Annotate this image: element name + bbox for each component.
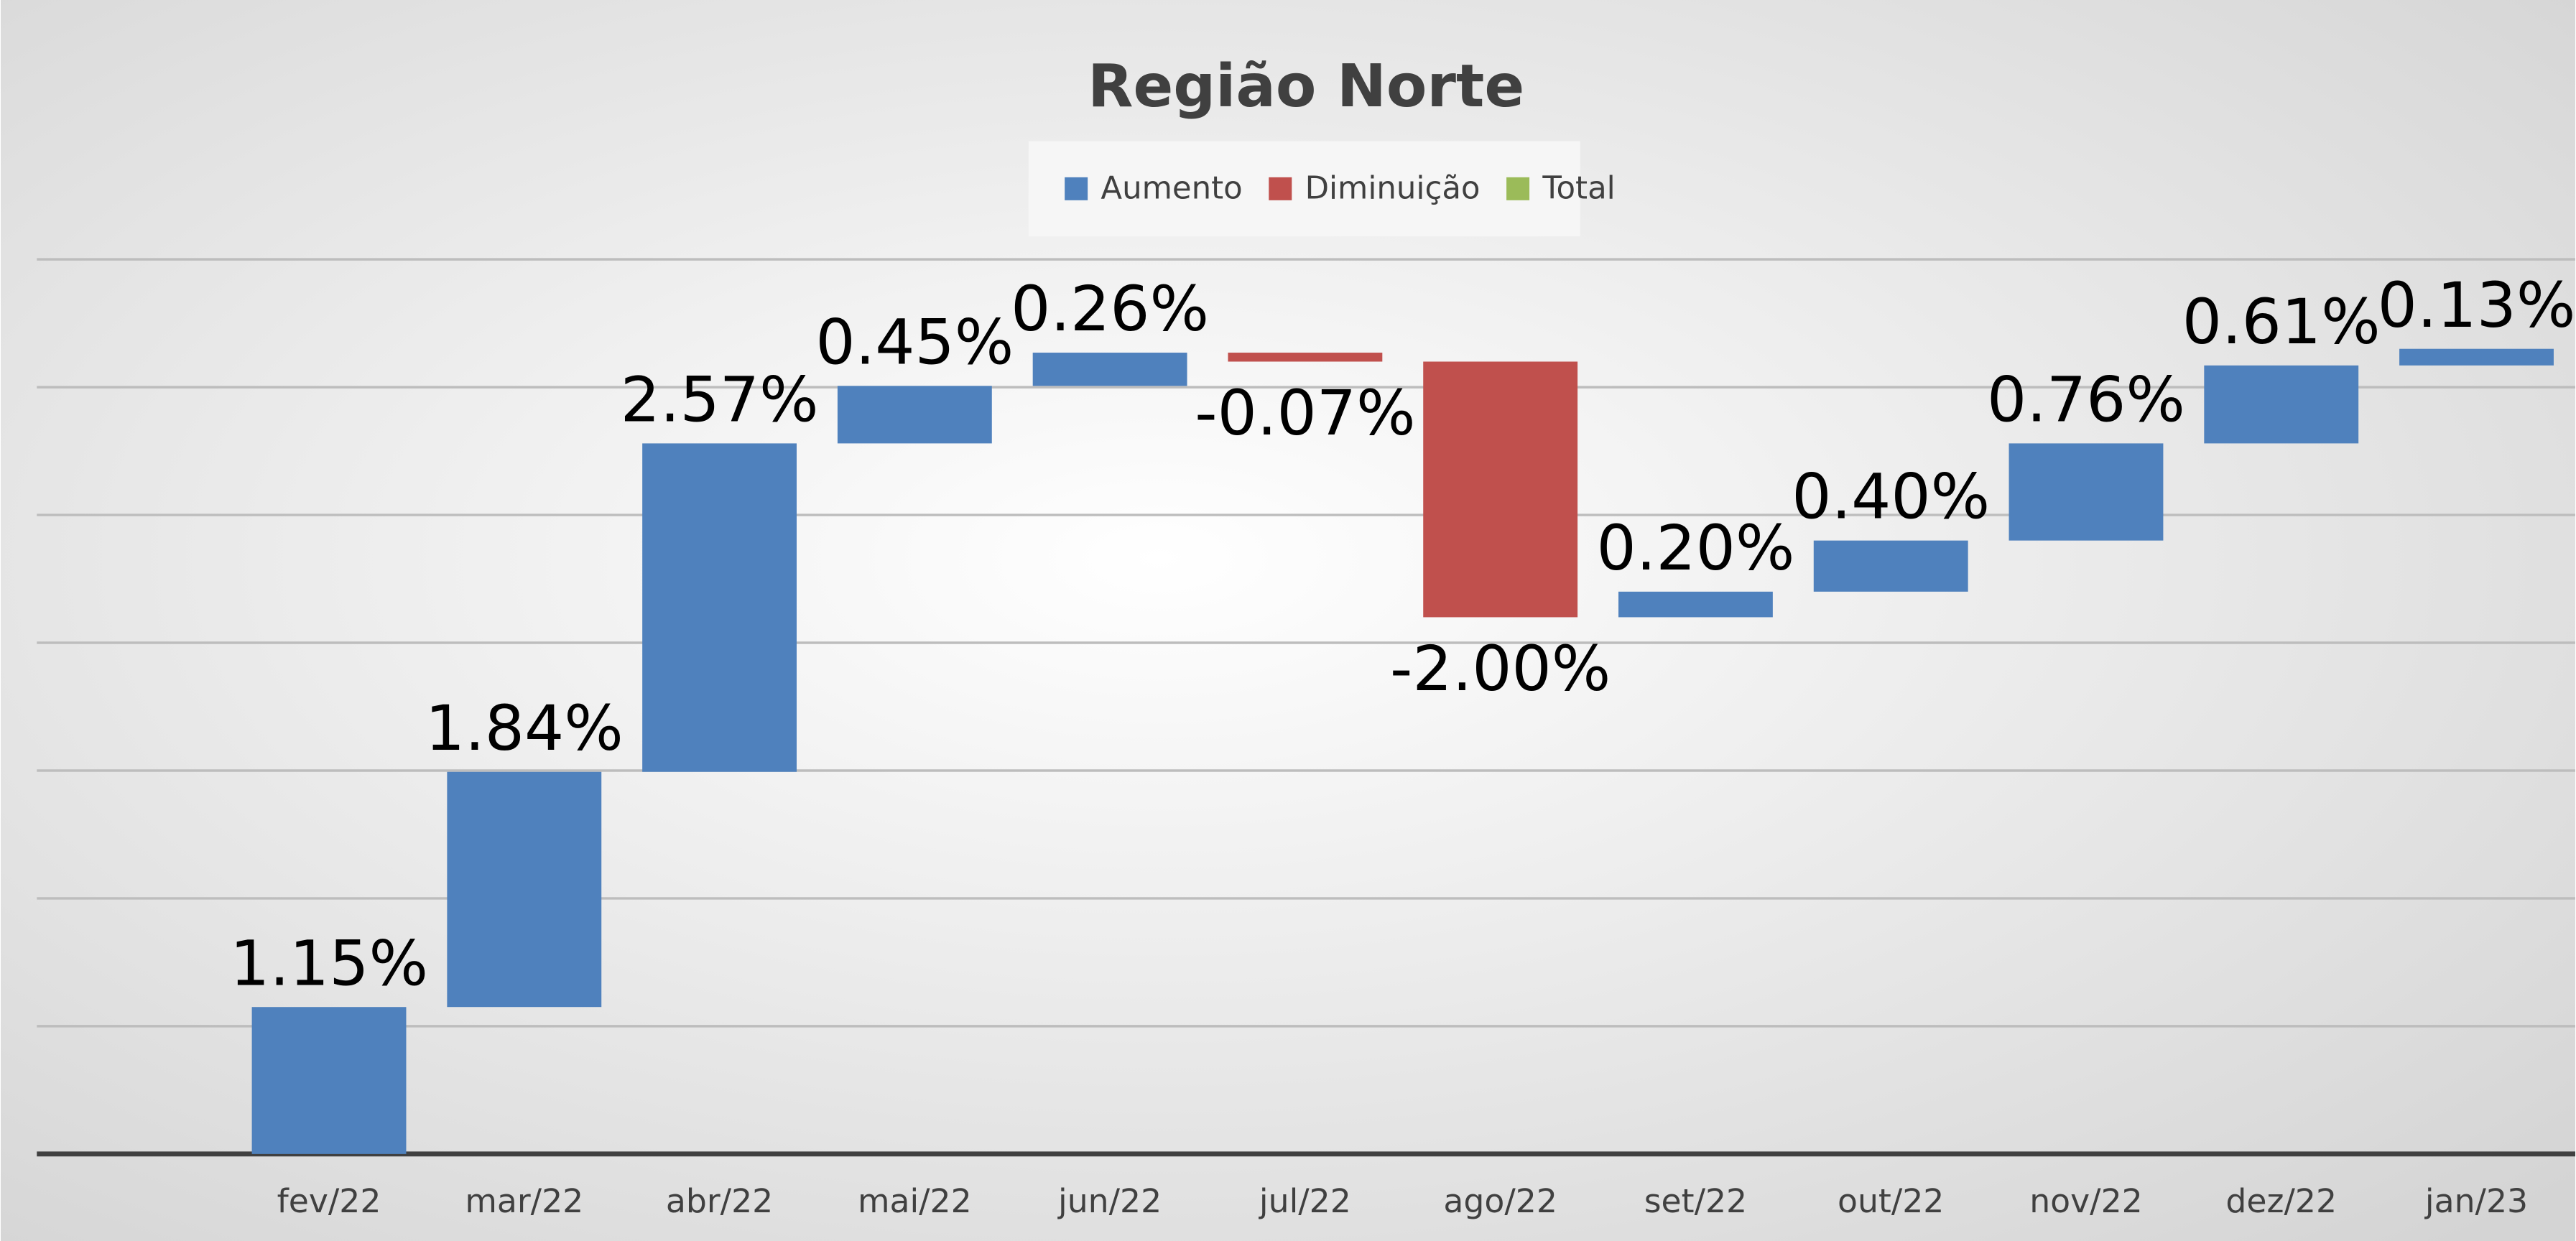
x-tick-label: nov/22 [2029,1182,2143,1220]
legend-swatch [1065,177,1088,200]
data-label: 0.40% [1792,461,1990,534]
bar [1813,540,1968,592]
bar [447,771,602,1008]
bar [2009,443,2164,541]
data-label: 0.76% [1987,363,2185,436]
bar [1032,353,1187,386]
x-tick-label: jul/22 [1259,1182,1351,1220]
bar [837,386,992,444]
data-label: -0.07% [1195,377,1415,450]
x-tick-label: fev/22 [277,1182,381,1220]
bar [1618,591,1773,618]
x-tick-label: jun/22 [1057,1182,1162,1220]
data-label: 1.15% [230,927,428,1000]
chart-title: Região Norte [1088,52,1524,121]
data-label: 2.57% [621,363,819,436]
data-label: 0.20% [1596,512,1794,585]
data-label: 0.45% [815,306,1014,378]
data-label: 1.84% [425,692,624,765]
bar [2204,365,2359,444]
legend-label: Diminuição [1305,171,1481,207]
legend-box [1028,141,1580,237]
data-label: 0.26% [1011,273,1209,345]
legend-label: Total [1542,171,1615,207]
legend-swatch [1269,177,1292,200]
x-tick-label: set/22 [1644,1182,1747,1220]
bar [642,443,797,772]
x-tick-label: ago/22 [1443,1182,1557,1220]
data-label: 0.61% [2182,286,2381,358]
bar [251,1007,407,1154]
bar [2399,348,2554,366]
x-tick-label: out/22 [1838,1182,1944,1220]
bar [1423,361,1578,618]
data-label: -2.00% [1390,633,1611,705]
x-tick-label: abr/22 [666,1182,773,1220]
legend-swatch [1506,177,1530,200]
data-label: 0.13% [2378,269,2576,342]
bar [1228,353,1383,362]
x-tick-label: jan/23 [2424,1182,2528,1220]
legend-label: Aumento [1101,171,1242,207]
x-tick-label: mar/22 [465,1182,583,1220]
x-tick-label: dez/22 [2225,1182,2337,1220]
x-tick-label: mai/22 [858,1182,972,1220]
